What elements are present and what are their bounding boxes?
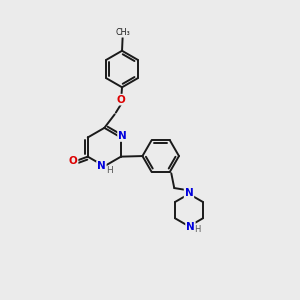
Text: N: N <box>118 131 127 141</box>
Text: N: N <box>97 161 106 171</box>
Text: N: N <box>186 222 195 232</box>
Text: H: H <box>106 166 113 175</box>
Text: O: O <box>117 94 125 105</box>
Text: N: N <box>184 188 194 198</box>
Text: H: H <box>195 225 201 234</box>
Text: O: O <box>69 156 78 166</box>
Text: CH₃: CH₃ <box>115 28 130 37</box>
